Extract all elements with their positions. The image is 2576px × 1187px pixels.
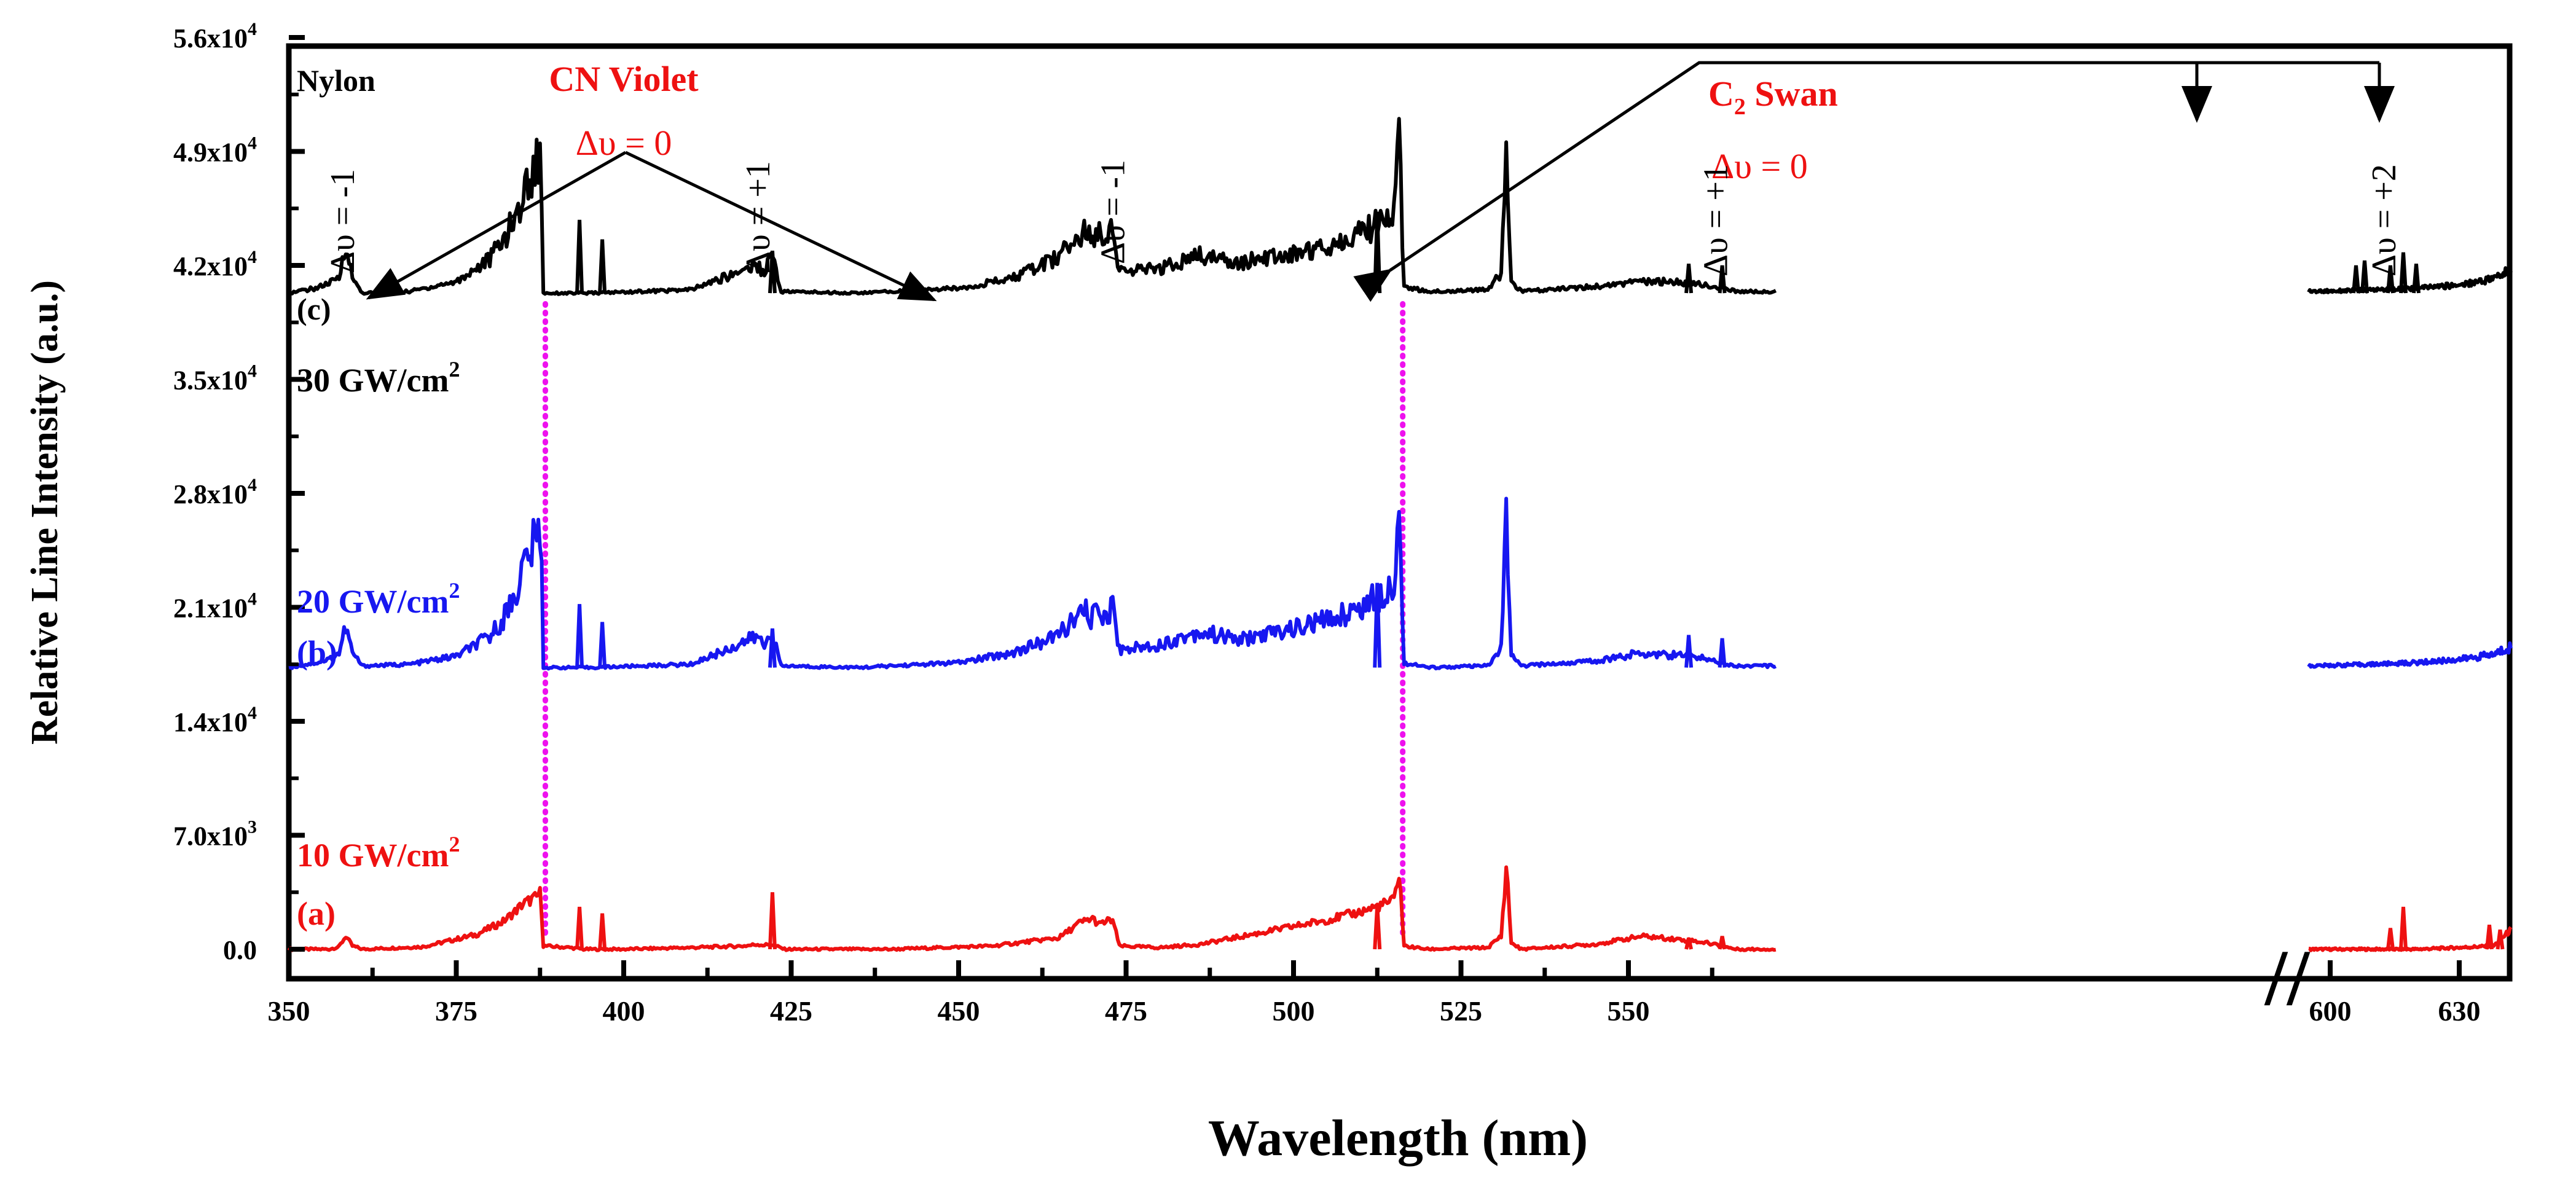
peak-2 [768,628,777,668]
band-label: Δυ = +1 [739,161,777,273]
guide-lines [542,295,1406,936]
y-tick-label: 0.0 [223,935,257,965]
x-tick-label: 550 [1608,995,1650,1027]
peak-4 [1684,937,1694,950]
peak-0 [575,906,584,950]
peak-4 [1684,264,1694,294]
peak-2 [768,250,777,294]
x-tick-label: 350 [268,995,310,1027]
spectrum-segment-0 [288,117,1777,296]
y-tick-label: 4.9x104 [173,133,257,168]
peak-7 [2360,260,2369,294]
c2-swan-dv: Δυ = 0 [1711,146,1808,186]
band-label: Δυ = +1 [1697,164,1735,276]
peak-5 [1718,936,1727,950]
series-c-tag: (c) [297,292,331,326]
series-c-irradiance: 30 GW/cm2 [297,357,460,399]
x-tick-label: 425 [770,995,812,1027]
x-tick-label: 525 [1440,995,1482,1027]
band-label: Δυ = -1 [324,169,362,273]
x-tick-label: 630 [2438,995,2481,1027]
cn-arrow-right [624,151,937,302]
peak-1 [598,239,607,294]
y-tick-label: 2.1x104 [173,589,257,624]
spectrum-segment-1 [2307,641,2513,669]
spectrum-segment-1 [2307,266,2513,295]
peak-1 [598,913,607,950]
peak-3 [1373,211,1382,294]
spectra [287,117,2513,952]
peak-3 [1373,582,1382,668]
peak-8 [2386,265,2395,294]
sample-label: Nylon [297,63,375,98]
peak-9 [2496,929,2505,950]
series-c [288,117,2513,296]
x-axis: 350 375 400 425 450 475 500 525 550 600 630 [268,960,2481,1027]
peak-10 [2412,264,2421,294]
spectrum-segment-1 [2307,926,2513,952]
axis-break-mark: // [2264,934,2311,1022]
x-tick-label: 600 [2309,995,2352,1027]
c2-swan-title: C2 Swan [1708,74,1838,120]
series-a-tag: (a) [297,895,336,932]
y-tick-label: 4.2x104 [173,247,257,281]
cn-violet-title: CN Violet [549,59,699,99]
x-tick-label: 375 [435,995,477,1027]
x-axis-title: Wavelength (nm) [1208,1110,1588,1167]
peak-0 [575,219,584,294]
peak-7 [2399,906,2408,950]
band-labels: Δυ = -1 Δυ = +1 Δυ = -1 Δυ = +1 Δυ = +2 [324,160,2403,276]
spectrum-segment-0 [288,496,1777,671]
plot-frame [286,43,2513,982]
y-tick-label: 3.5x104 [173,361,257,396]
spectrum-segment-0 [287,865,1777,952]
peak-5 [1718,265,1727,294]
band-label: Δυ = -1 [1094,160,1133,264]
cn-arrow-left [366,151,627,300]
y-tick-label: 1.4x104 [173,703,257,737]
series-a [287,865,2513,952]
peak-1 [598,622,607,668]
x-tick-label: 475 [1105,995,1147,1027]
series-a-irradiance: 10 GW/cm2 [297,832,460,874]
peak-2 [768,892,777,950]
x-tick-label: 450 [938,995,980,1027]
x-tick-label: 500 [1273,995,1315,1027]
series-b-irradiance: 20 GW/cm2 [297,578,460,620]
peak-0 [575,604,584,668]
c2-bracket [1353,61,2379,302]
y-tick-label: 2.8x104 [173,475,257,509]
band-label: Δυ = +2 [2365,164,2403,276]
peak-8 [2485,924,2494,950]
y-tick-label: 5.6x104 [173,19,257,53]
y-tick-label: 7.0x103 [173,817,257,852]
x-tick-label: 400 [603,995,645,1027]
cn-violet-dv: Δυ = 0 [576,123,672,163]
y-axis-title: Relative Line Intensity (a.u.) [24,280,66,745]
series-b-tag: (b) [297,634,337,671]
peak-5 [1718,638,1727,668]
peak-3 [1373,905,1382,950]
peak-6 [2352,265,2360,294]
peak-4 [1684,635,1694,668]
peak-9 [2399,252,2408,294]
series-b [288,496,2513,671]
y-axis: 0.0 7.0x103 1.4x104 2.1x104 2.8x104 3.5x104 4.… [173,19,305,965]
peak-6 [2386,928,2395,950]
